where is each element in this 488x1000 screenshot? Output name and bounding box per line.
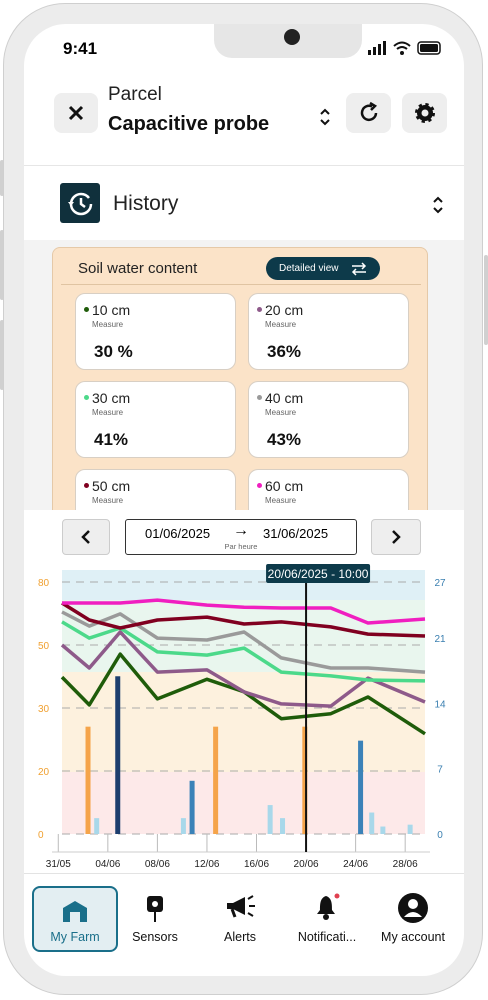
settings-button[interactable] — [402, 93, 447, 133]
measure-card: 10 cm Measure 30 % — [75, 293, 236, 370]
nav-item[interactable]: My Farm — [32, 886, 118, 952]
nav-label: Sensors — [132, 930, 178, 944]
sensor-icon — [147, 896, 163, 922]
settings-icon — [414, 103, 435, 123]
camera — [284, 29, 300, 45]
measure-card: 50 cm Measure — [75, 469, 236, 510]
prev-button[interactable] — [62, 519, 110, 555]
measure-label: Measure — [92, 408, 124, 417]
measure-label: Measure — [265, 320, 297, 329]
measure-card: 60 cm Measure — [248, 469, 409, 510]
measure-value: 36% — [267, 342, 302, 361]
section-title[interactable]: History — [113, 192, 179, 215]
nav-item[interactable]: Notificati... — [284, 886, 370, 952]
soil-card: Soil water content Detailed view 10 cm Me… — [52, 247, 428, 510]
legend-dot — [257, 483, 262, 488]
measure-value: 43% — [267, 430, 302, 449]
granularity: Par heure — [224, 542, 258, 551]
legend-dot — [257, 395, 262, 400]
legend-dot — [84, 395, 89, 400]
close-icon — [68, 105, 84, 121]
close-button[interactable] — [54, 93, 98, 133]
header-title[interactable]: Capacitive probe — [108, 113, 270, 135]
date-start: 01/06/2025 — [145, 526, 211, 541]
nav-label: Notificati... — [297, 930, 357, 944]
button-label: Detailed view — [279, 263, 339, 274]
farm-icon — [63, 901, 87, 922]
swap-icon — [351, 262, 367, 276]
legend-dot — [84, 483, 89, 488]
measure-value: 41% — [94, 430, 129, 449]
measure-label: Measure — [265, 408, 297, 417]
card-title: Soil water content — [78, 260, 198, 277]
arrow: → — [233, 522, 249, 539]
history-icon — [60, 183, 100, 223]
detailed-view-button[interactable]: Detailed view — [266, 257, 380, 280]
measure-label: Measure — [92, 320, 124, 329]
bell-icon — [317, 893, 340, 920]
date-range[interactable]: 01/06/2025 → 31/06/2025 Par heure — [125, 519, 357, 555]
divider — [24, 165, 464, 166]
select-chevron[interactable] — [318, 106, 332, 128]
nav-label: Alerts — [224, 930, 256, 944]
measure-depth: 60 cm — [265, 478, 304, 494]
legend-dot — [257, 307, 262, 312]
measure-value: 30 % — [94, 342, 133, 361]
measure-card: 40 cm Measure 43% — [248, 381, 409, 458]
nav-item[interactable]: Sensors — [112, 886, 198, 952]
measure-depth: 50 cm — [92, 478, 131, 494]
alert-icon — [227, 895, 255, 918]
measure-depth: 40 cm — [265, 390, 304, 406]
measures: 10 cm Measure 30 % 20 cm Measure 36% 30 cm Meas… — [53, 248, 427, 510]
nav-label: My Farm — [50, 930, 100, 944]
legend-dot — [84, 307, 89, 312]
side-button — [0, 230, 4, 300]
nav-label: My account — [381, 930, 445, 944]
refresh-icon — [360, 101, 377, 122]
next-button[interactable] — [371, 519, 421, 555]
next-icon — [392, 530, 401, 544]
nav-item[interactable]: My account — [370, 886, 456, 952]
refresh-button[interactable] — [346, 93, 391, 133]
measure-label: Measure — [92, 496, 124, 505]
side-button — [0, 160, 4, 196]
card-divider — [61, 284, 421, 285]
header-subtitle: Parcel — [108, 84, 162, 105]
status-time: 9:41 — [63, 39, 98, 58]
measure-card: 30 cm Measure 41% — [75, 381, 236, 458]
side-button — [0, 320, 4, 390]
measure-card: 20 cm Measure 36% — [248, 293, 409, 370]
nav-item[interactable]: Alerts — [197, 886, 283, 952]
account-icon — [398, 893, 428, 923]
measure-label: Measure — [265, 496, 297, 505]
date-end: 31/06/2025 — [263, 526, 329, 541]
status-icons — [368, 41, 441, 55]
measure-depth: 10 cm — [92, 302, 131, 318]
side-button — [484, 255, 488, 345]
nav-bar — [24, 873, 464, 874]
measure-depth: 20 cm — [265, 302, 304, 318]
measure-depth: 30 cm — [92, 390, 131, 406]
select-chevron[interactable] — [431, 194, 445, 216]
prev-icon — [81, 530, 90, 544]
